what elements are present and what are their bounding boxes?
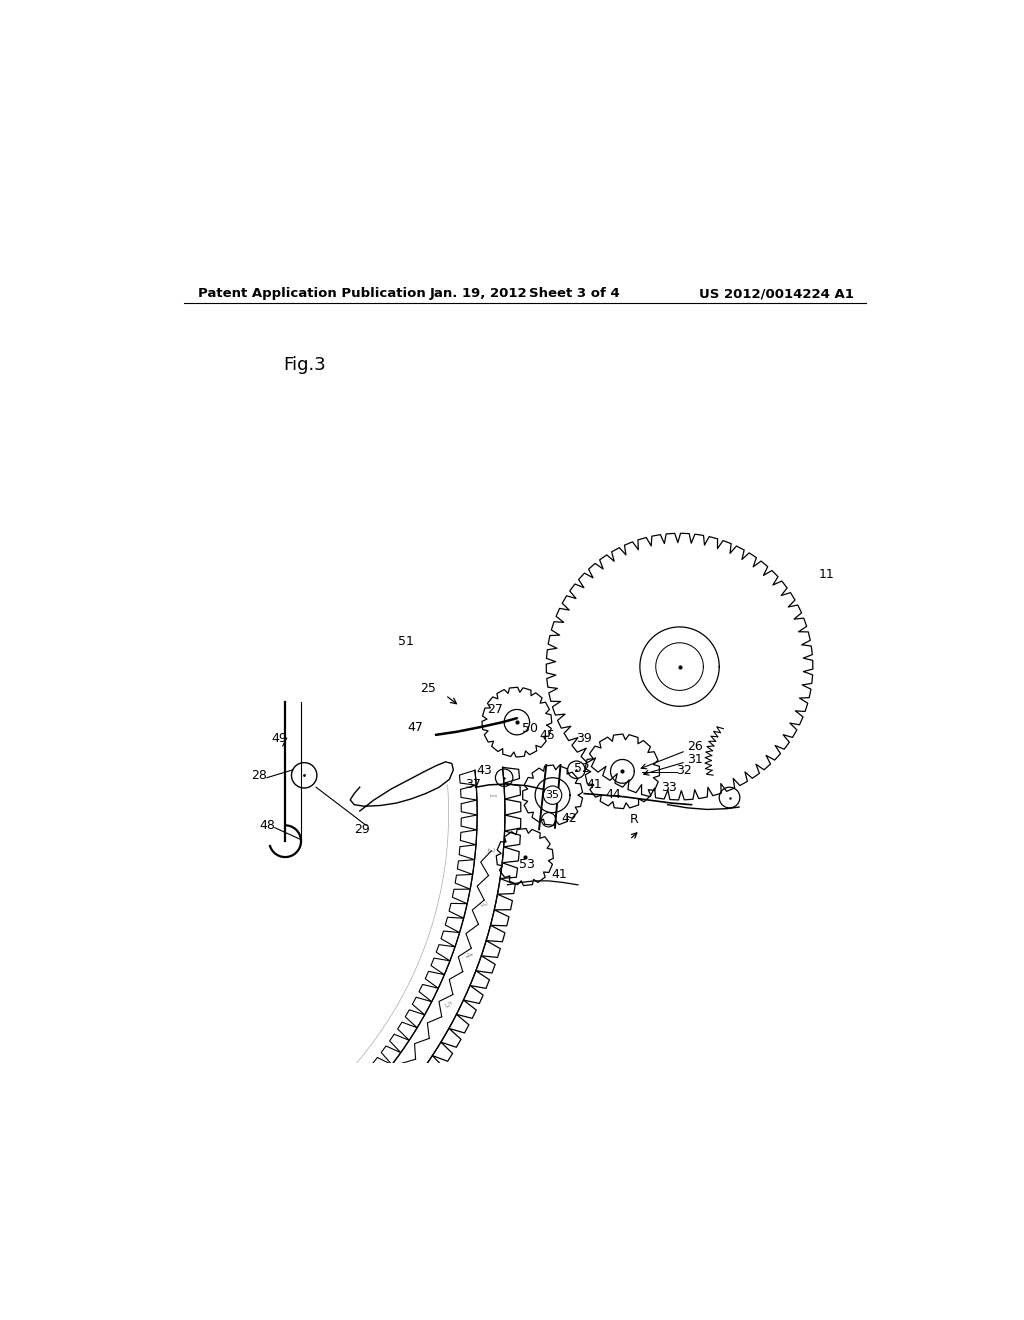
Text: 35: 35 <box>546 791 559 800</box>
Text: 2: 2 <box>484 846 495 853</box>
Text: 52: 52 <box>574 762 590 775</box>
Text: 32: 32 <box>676 764 691 777</box>
Text: 29: 29 <box>354 822 370 836</box>
Text: 3: 3 <box>476 899 486 907</box>
Text: 33: 33 <box>662 780 677 793</box>
Text: 51: 51 <box>397 635 414 648</box>
Text: Patent Application Publication: Patent Application Publication <box>198 288 426 300</box>
Text: US 2012/0014224 A1: US 2012/0014224 A1 <box>699 288 854 300</box>
Text: 47: 47 <box>408 721 423 734</box>
Text: 39: 39 <box>575 733 592 746</box>
Text: 37: 37 <box>465 779 481 792</box>
Text: 5: 5 <box>440 1001 452 1010</box>
Text: 26: 26 <box>687 741 702 754</box>
Text: 45: 45 <box>539 729 555 742</box>
Text: 42: 42 <box>561 812 578 825</box>
Text: 41: 41 <box>586 779 602 792</box>
Text: 11: 11 <box>818 568 835 581</box>
Text: 41: 41 <box>551 869 567 880</box>
Text: Sheet 3 of 4: Sheet 3 of 4 <box>528 288 620 300</box>
Text: 44: 44 <box>606 788 622 801</box>
Text: 48: 48 <box>259 818 274 832</box>
Text: 27: 27 <box>487 704 504 715</box>
Text: 50: 50 <box>521 722 538 735</box>
Text: 53: 53 <box>519 858 536 871</box>
Text: 4: 4 <box>462 950 472 960</box>
Text: 43: 43 <box>476 764 493 777</box>
Text: 25: 25 <box>420 682 436 696</box>
Text: Fig.3: Fig.3 <box>283 356 326 374</box>
Text: R: R <box>630 813 639 826</box>
Text: 31: 31 <box>687 752 702 766</box>
Text: 28: 28 <box>251 768 267 781</box>
Text: 49: 49 <box>271 731 287 744</box>
Text: 1: 1 <box>486 793 496 799</box>
Text: Jan. 19, 2012: Jan. 19, 2012 <box>430 288 527 300</box>
